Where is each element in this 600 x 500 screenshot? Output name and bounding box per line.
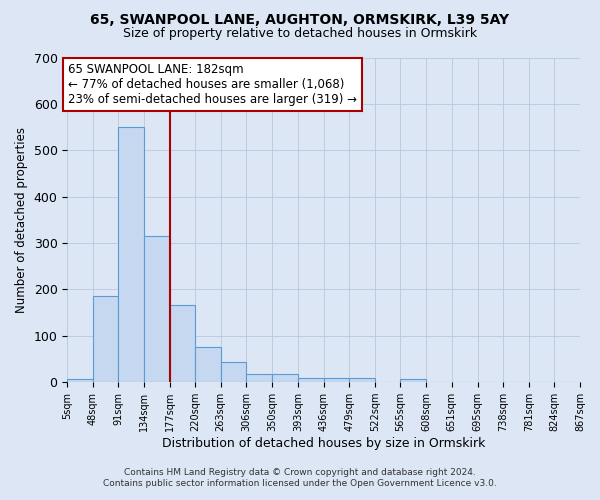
Text: Contains HM Land Registry data © Crown copyright and database right 2024.
Contai: Contains HM Land Registry data © Crown c…	[103, 468, 497, 487]
Bar	[323, 378, 349, 382]
Bar	[144, 236, 170, 382]
Bar	[247, 374, 272, 382]
Text: Size of property relative to detached houses in Ormskirk: Size of property relative to detached ho…	[123, 28, 477, 40]
X-axis label: Distribution of detached houses by size in Ormskirk: Distribution of detached houses by size …	[162, 437, 485, 450]
Bar	[118, 127, 144, 382]
Text: 65 SWANPOOL LANE: 182sqm
← 77% of detached houses are smaller (1,068)
23% of sem: 65 SWANPOOL LANE: 182sqm ← 77% of detach…	[68, 63, 357, 106]
Bar	[195, 346, 221, 382]
Bar	[221, 362, 247, 382]
Bar	[349, 378, 375, 382]
Bar	[298, 378, 323, 382]
Bar	[67, 378, 93, 382]
Text: 65, SWANPOOL LANE, AUGHTON, ORMSKIRK, L39 5AY: 65, SWANPOOL LANE, AUGHTON, ORMSKIRK, L3…	[91, 12, 509, 26]
Bar	[93, 296, 118, 382]
Bar	[170, 305, 195, 382]
Bar	[400, 379, 426, 382]
Y-axis label: Number of detached properties: Number of detached properties	[15, 127, 28, 313]
Bar	[272, 374, 298, 382]
